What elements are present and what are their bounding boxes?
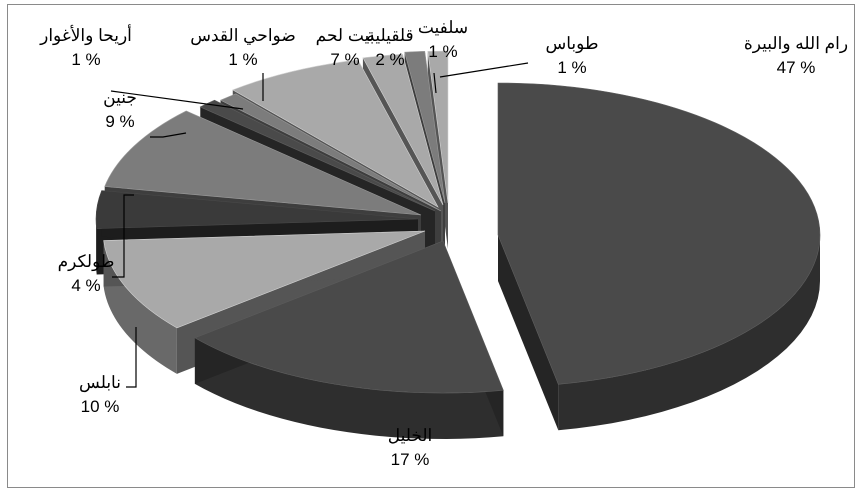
slice-name-label: رام الله والبيرة xyxy=(744,34,848,54)
pie-slice xyxy=(362,53,444,206)
pie-slice xyxy=(194,240,504,394)
pie-slice xyxy=(427,50,449,204)
pie-slice xyxy=(232,59,439,208)
pie-slice xyxy=(104,110,422,216)
slice-labels: رام الله والبيرة 47 % الخليل 17 % نابلس 10 % ط… xyxy=(39,18,848,469)
leader-lines xyxy=(110,62,529,388)
slice-name-label: جنين xyxy=(103,88,137,108)
leader-line xyxy=(433,72,437,94)
chart-frame: رام الله والبيرة 47 % الخليل 17 % نابلس 10 % ط… xyxy=(7,4,855,488)
slice-name-label: طولكرم xyxy=(58,252,115,272)
pie-chart: رام الله والبيرة 47 % الخليل 17 % نابلس 10 % ط… xyxy=(39,18,848,469)
slice-value-label: 10 % xyxy=(81,397,120,416)
pie-slice xyxy=(219,93,442,212)
slice-name-label: ضواحي القدس xyxy=(190,26,296,46)
slice-wall xyxy=(103,240,177,374)
slice-name-label: الخليل xyxy=(388,426,433,445)
slice-value-label: 4 % xyxy=(71,276,100,295)
slice-side-face xyxy=(498,235,559,431)
slice-value-label: 1 % xyxy=(428,42,457,61)
pie-slice xyxy=(404,50,446,204)
slice-value-label: 1 % xyxy=(557,58,586,77)
slice-wall xyxy=(194,337,504,439)
leader-line xyxy=(126,327,137,388)
leader-line xyxy=(110,90,244,110)
slice-wall xyxy=(96,219,97,275)
leader-line xyxy=(150,132,187,138)
slice-value-label: 17 % xyxy=(391,450,430,469)
slice-value-label: 7 % xyxy=(330,50,359,69)
slice-name-label: نابلس xyxy=(79,373,121,393)
slice-wall xyxy=(558,235,820,431)
slice-value-label: 1 % xyxy=(71,50,100,69)
slice-value-label: 2 % xyxy=(375,50,404,69)
pie-slice xyxy=(103,230,426,329)
leader-line xyxy=(439,62,529,78)
slice-value-label: 1 % xyxy=(228,50,257,69)
slice-name-label: طوباس xyxy=(546,34,599,54)
pie-slice xyxy=(497,82,821,385)
slice-name-label: سلفيت xyxy=(418,18,468,37)
slice-name-label: قلقيلية xyxy=(366,26,413,45)
pie-slice xyxy=(199,99,436,212)
slice-name-label: بيت لحم xyxy=(316,26,375,46)
pie-slice xyxy=(95,190,419,229)
slice-top-layer xyxy=(95,50,821,394)
slice-name-label: أريحا والأغوار xyxy=(39,24,132,46)
slice-value-label: 9 % xyxy=(105,112,134,131)
leader-line xyxy=(112,194,134,278)
slice-value-label: 47 % xyxy=(777,58,816,77)
